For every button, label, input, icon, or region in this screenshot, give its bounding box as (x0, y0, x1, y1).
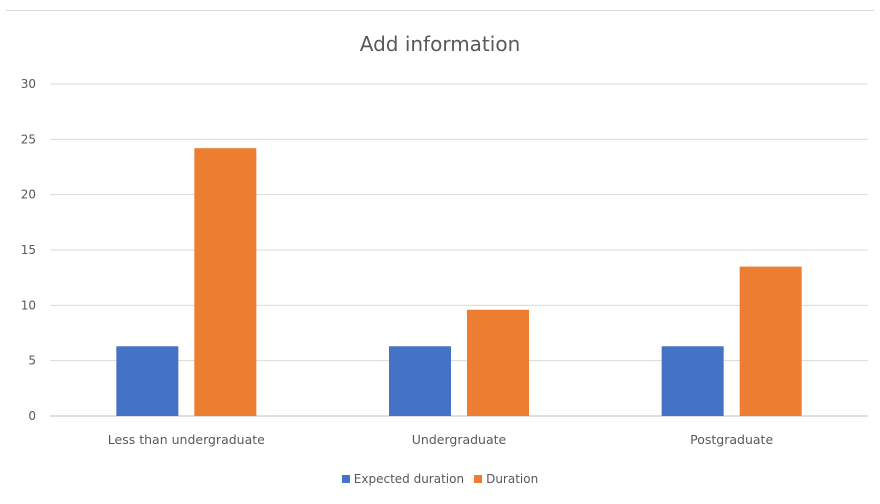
y-tick-label: 5 (28, 354, 36, 368)
x-category-label: Less than undergraduate (108, 432, 265, 447)
bar-expected-duration (389, 346, 451, 416)
bar-expected-duration (661, 346, 724, 416)
y-tick-label: 10 (21, 298, 36, 312)
top-divider (6, 10, 874, 11)
bar-duration (194, 148, 257, 417)
legend-label-expected-duration: Expected duration (353, 472, 465, 486)
y-tick-label: 30 (21, 77, 36, 91)
chart-title: Add information (359, 32, 521, 56)
x-category-label: Undergraduate (412, 432, 507, 447)
bar-duration (739, 266, 802, 416)
y-tick-label: 0 (28, 409, 36, 423)
legend-label-duration: Duration (486, 472, 539, 486)
legend-swatch-duration (474, 475, 483, 483)
x-category-label: Postgraduate (690, 432, 773, 447)
legend: Expected duration Duration (0, 472, 880, 486)
y-tick-label: 20 (21, 188, 36, 202)
legend-item-expected-duration: Expected duration (341, 472, 465, 486)
bar-duration (467, 309, 529, 416)
y-tick-label: 25 (21, 132, 36, 146)
legend-item-duration: Duration (474, 472, 538, 486)
legend-swatch-expected-duration (341, 475, 350, 483)
y-tick-label: 15 (21, 243, 36, 257)
bar-expected-duration (116, 346, 179, 416)
